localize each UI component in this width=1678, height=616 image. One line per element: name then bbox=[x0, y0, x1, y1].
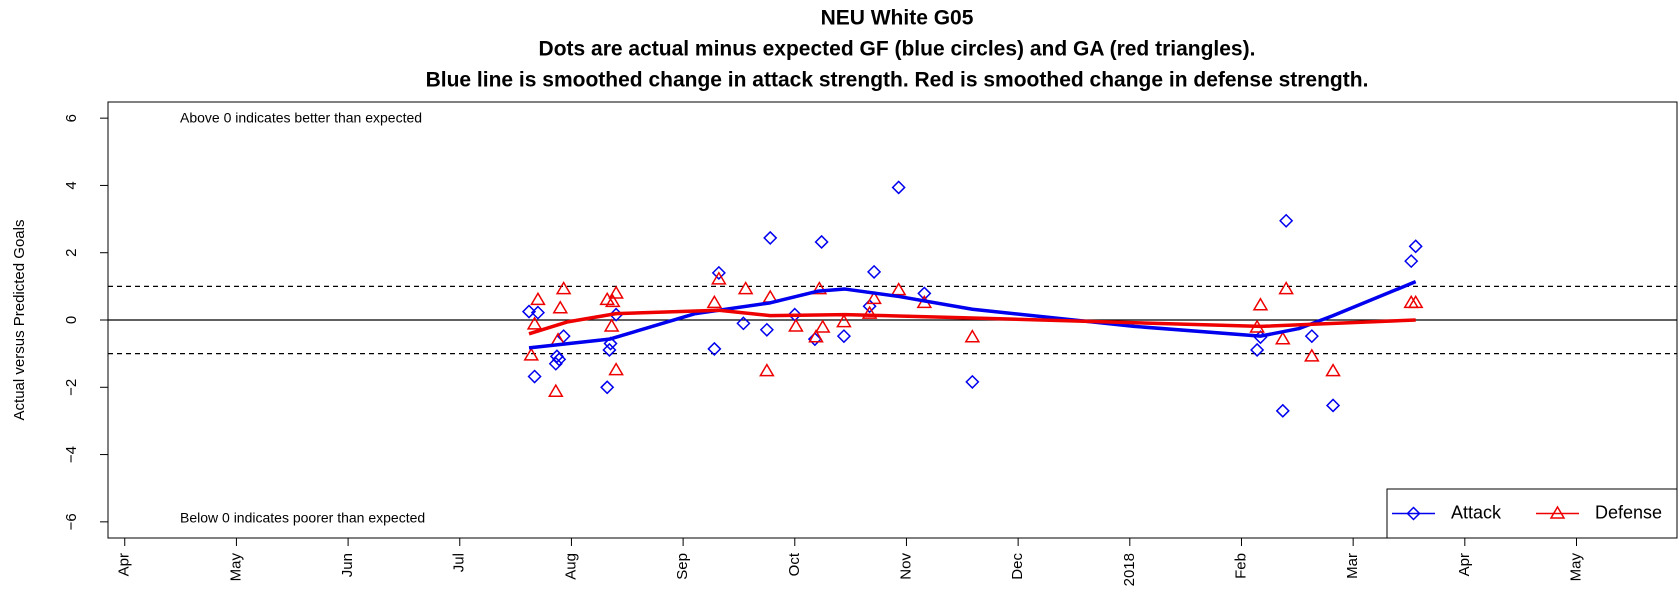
y-tick-label: −4 bbox=[63, 446, 80, 463]
chart-subtitle: Blue line is smoothed change in attack s… bbox=[426, 69, 1369, 92]
x-tick-label: Nov bbox=[897, 553, 914, 580]
point bbox=[890, 282, 907, 296]
x-tick-label: Oct bbox=[786, 552, 803, 576]
point bbox=[759, 322, 774, 337]
point bbox=[891, 180, 906, 195]
x-tick-label: Feb bbox=[1232, 553, 1249, 579]
point bbox=[1279, 213, 1294, 228]
point bbox=[1252, 297, 1269, 311]
point bbox=[811, 281, 828, 295]
point bbox=[552, 300, 569, 314]
point bbox=[548, 356, 563, 371]
point bbox=[763, 230, 778, 245]
point bbox=[814, 319, 831, 333]
legend-marker bbox=[1549, 505, 1566, 519]
point bbox=[707, 341, 722, 356]
point bbox=[1325, 398, 1341, 413]
point bbox=[861, 305, 878, 319]
smooth-line bbox=[528, 280, 1417, 350]
point bbox=[552, 352, 567, 367]
point bbox=[604, 293, 621, 308]
x-tick-label: 2018 bbox=[1121, 553, 1138, 586]
point bbox=[1304, 348, 1320, 362]
point bbox=[737, 281, 754, 295]
point bbox=[1403, 294, 1420, 309]
point bbox=[836, 329, 851, 344]
point bbox=[1278, 281, 1294, 295]
x-tick-label: May bbox=[1567, 553, 1584, 582]
point bbox=[608, 285, 624, 299]
point bbox=[527, 369, 542, 384]
x-tick-label: Aug bbox=[562, 553, 579, 580]
x-tick-label: Sep bbox=[674, 553, 691, 580]
annotation: Above 0 indicates better than expected bbox=[180, 110, 422, 126]
chart-title: NEU White G05 bbox=[821, 7, 974, 30]
point bbox=[555, 281, 572, 295]
point bbox=[526, 316, 543, 330]
y-tick-label: −6 bbox=[63, 513, 80, 530]
point bbox=[1274, 331, 1291, 345]
point bbox=[808, 329, 824, 343]
y-axis-label: Actual versus Predicted Goals bbox=[11, 220, 28, 421]
smooth-line bbox=[528, 308, 1416, 336]
point bbox=[711, 265, 726, 280]
point bbox=[1325, 363, 1341, 377]
point bbox=[965, 374, 980, 389]
x-tick-label: Mar bbox=[1344, 553, 1361, 579]
x-tick-label: Apr bbox=[1456, 553, 1473, 576]
point bbox=[1408, 239, 1423, 254]
point bbox=[603, 336, 618, 351]
point bbox=[788, 318, 804, 332]
point bbox=[964, 329, 981, 343]
annotation: Below 0 indicates poorer than expected bbox=[180, 510, 425, 526]
point bbox=[836, 314, 852, 328]
legend-marker bbox=[1406, 506, 1421, 521]
point bbox=[866, 290, 882, 305]
y-tick-label: 4 bbox=[63, 181, 80, 189]
y-tick-label: −2 bbox=[63, 379, 80, 396]
point bbox=[600, 380, 615, 395]
point bbox=[1407, 294, 1424, 309]
point bbox=[862, 299, 877, 314]
point bbox=[807, 332, 822, 347]
point bbox=[608, 362, 624, 376]
point bbox=[867, 264, 882, 279]
legend-frame bbox=[1386, 488, 1678, 539]
point bbox=[711, 271, 727, 285]
y-tick-label: 2 bbox=[63, 249, 80, 257]
y-tick-label: 0 bbox=[63, 316, 80, 324]
y-tick-label: 6 bbox=[63, 114, 80, 122]
x-tick-label: Apr bbox=[116, 553, 133, 576]
point bbox=[603, 318, 620, 332]
point bbox=[602, 342, 617, 358]
x-tick-label: Jun bbox=[339, 553, 356, 577]
point bbox=[523, 347, 540, 361]
point bbox=[814, 234, 829, 250]
point bbox=[1304, 329, 1319, 344]
point bbox=[530, 291, 546, 306]
point bbox=[736, 316, 751, 331]
point bbox=[1250, 342, 1265, 358]
point bbox=[1404, 254, 1419, 269]
legend-label: Attack bbox=[1451, 502, 1502, 522]
point bbox=[759, 363, 775, 377]
x-tick-label: Dec bbox=[1009, 553, 1026, 580]
point bbox=[547, 383, 564, 397]
point bbox=[1275, 403, 1290, 418]
point bbox=[521, 304, 537, 319]
legend-label: Defense bbox=[1595, 502, 1662, 522]
point bbox=[706, 294, 723, 309]
point bbox=[530, 305, 546, 320]
chart-subtitle: Dots are actual minus expected GF (blue … bbox=[539, 38, 1256, 61]
x-tick-label: May bbox=[227, 553, 244, 582]
x-tick-label: Jul bbox=[451, 553, 468, 572]
